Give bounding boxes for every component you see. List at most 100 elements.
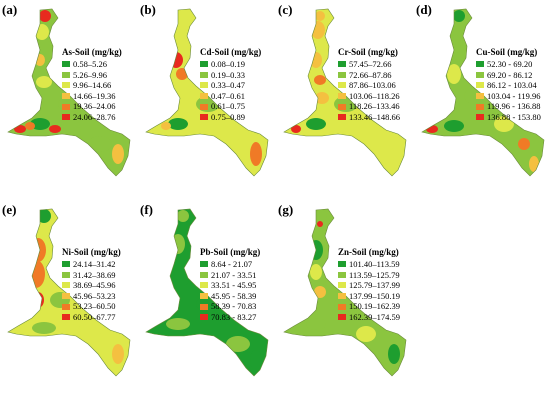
legend-swatch [62, 261, 70, 268]
concentration-zone [32, 322, 56, 334]
legend-swatch [338, 303, 346, 310]
concentration-zone [14, 125, 26, 133]
legend-range: 14.66–19.36 [73, 90, 116, 101]
legend-item: 0.61–0.75 [200, 101, 261, 112]
concentration-zone [314, 75, 326, 85]
concentration-zone [112, 344, 124, 364]
basin-map [145, 8, 269, 177]
legend-item: 19.36–24.06 [62, 101, 122, 112]
legend-swatch [338, 61, 346, 68]
concentration-zone [166, 318, 190, 330]
legend-range: 38.69–45.96 [73, 280, 116, 291]
concentration-zone [35, 54, 45, 66]
legend-item: 103.06–118.26 [338, 91, 400, 102]
legend-swatch [338, 261, 346, 268]
basin-outline [283, 8, 407, 177]
legend-swatch [338, 103, 346, 110]
legend-swatch [62, 293, 70, 300]
legend-item: 101.40–113.59 [338, 259, 400, 270]
legend-swatch [62, 82, 70, 89]
legend: Zn-Soil (mg/kg) 101.40–113.59 113.59–125.7… [338, 248, 400, 323]
legend-item: 86.12 - 103.04 [476, 80, 541, 91]
legend: Cr-Soil (mg/kg) 57.45–72.66 72.66–87.86 87.… [338, 48, 400, 123]
legend-item: 60.50–67.77 [62, 312, 121, 323]
legend-range: 0.58–5.26 [73, 59, 107, 70]
legend-range: 119.96 - 136.88 [487, 101, 541, 112]
legend-item: 24.14–31.42 [62, 259, 121, 270]
legend-item: 72.66–87.86 [338, 70, 400, 81]
legend-range: 45.95 - 58.39 [211, 290, 257, 301]
legend-swatch [200, 293, 208, 300]
basin-area [422, 9, 544, 176]
panel-label: (b) [140, 2, 156, 17]
basin-map [7, 208, 131, 377]
legend-range: 0.08–0.19 [211, 59, 245, 70]
concentration-zone [250, 142, 262, 166]
legend-swatch [200, 114, 208, 121]
concentration-zone [112, 144, 124, 164]
legend-item: 70.83 - 83.27 [200, 312, 260, 323]
basin-area [284, 9, 406, 176]
legend-item: 87.86–103.06 [338, 80, 400, 91]
concentration-zone [291, 125, 301, 133]
legend-title: Ni-Soil (mg/kg) [62, 247, 121, 257]
concentration-zone [177, 10, 189, 22]
legend-swatch [62, 71, 70, 78]
concentration-zone [30, 118, 50, 130]
legend-range: 69.20 - 86.12 [487, 69, 533, 80]
legend-range: 118.26–133.46 [349, 101, 400, 112]
concentration-zone [315, 92, 329, 104]
legend-item: 137.99–150.19 [338, 291, 400, 302]
legend-range: 52.30 - 69.20 [487, 59, 533, 70]
concentration-zone [311, 21, 325, 39]
basin-outline [145, 208, 269, 377]
concentration-zone [518, 138, 530, 150]
concentration-zone [36, 76, 52, 88]
map-panel: (c) Cr-Soil (mg/kg) 57.45–72.66 72.66–87.86… [276, 2, 412, 194]
legend-range: 0.19–0.33 [211, 69, 245, 80]
panel-label: (a) [2, 2, 18, 17]
concentration-zone [168, 118, 188, 130]
legend-title: Cu-Soil (mg/kg) [476, 47, 538, 57]
concentration-zone [250, 350, 262, 370]
legend-range: 45.96–53.23 [73, 290, 116, 301]
concentration-zone [444, 120, 464, 132]
legend-swatch [338, 82, 346, 89]
legend-swatch [200, 261, 208, 268]
legend-swatch [338, 271, 346, 278]
legend-item: 5.26–9.96 [62, 70, 122, 81]
legend-swatch [62, 314, 70, 321]
concentration-zone [39, 10, 51, 22]
basin-outline [421, 8, 545, 177]
legend-item: 31.42–38.69 [62, 270, 121, 281]
legend-item: 45.96–53.23 [62, 291, 121, 302]
legend-range: 57.45–72.66 [349, 59, 392, 70]
panel-label: (c) [278, 2, 293, 17]
legend: Cu-Soil (mg/kg) 52.30 - 69.20 69.20 - 86.1… [476, 48, 541, 123]
legend-swatch [200, 103, 208, 110]
legend-item: 113.59–125.79 [338, 270, 400, 281]
legend-range: 87.86–103.06 [349, 80, 396, 91]
legend-swatch [200, 71, 208, 78]
legend-swatch [62, 282, 70, 289]
legend-item: 33.51 - 45.95 [200, 280, 260, 291]
legend-item: 9.96–14.66 [62, 80, 122, 91]
legend-item: 118.26–133.46 [338, 101, 400, 112]
concentration-zone [388, 344, 400, 364]
legend-range: 0.33–0.47 [211, 80, 245, 91]
legend-item: 119.96 - 136.88 [476, 101, 541, 112]
legend-swatch [476, 93, 484, 100]
legend-item: 0.19–0.33 [200, 70, 261, 81]
concentration-zone [169, 52, 183, 68]
legend-range: 9.96–14.66 [73, 80, 112, 91]
concentration-zone [315, 210, 327, 222]
legend-swatch [200, 282, 208, 289]
legend-item: 38.69–45.96 [62, 280, 121, 291]
panel-label: (g) [278, 202, 294, 217]
legend-swatch [200, 61, 208, 68]
basin-outline [145, 8, 269, 177]
concentration-zone [226, 336, 250, 352]
legend-range: 103.06–118.26 [349, 90, 400, 101]
legend-title: Cd-Soil (mg/kg) [200, 47, 262, 57]
legend-swatch [62, 103, 70, 110]
